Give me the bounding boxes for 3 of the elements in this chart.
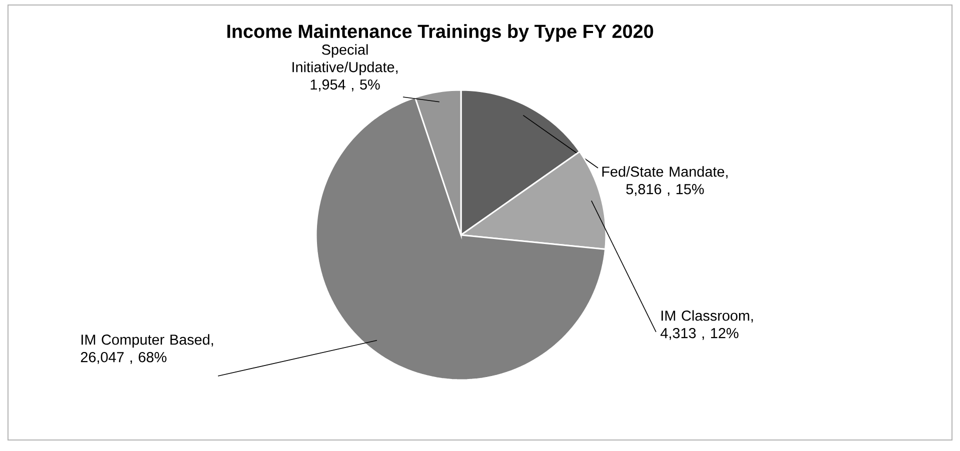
slice-label: IM Classroom	[662, 310, 750, 321]
slice-label: Fed/State Mandate	[602, 166, 724, 177]
chart-title: Income Maintenance Trainings by Type FY 2020	[227, 24, 654, 42]
